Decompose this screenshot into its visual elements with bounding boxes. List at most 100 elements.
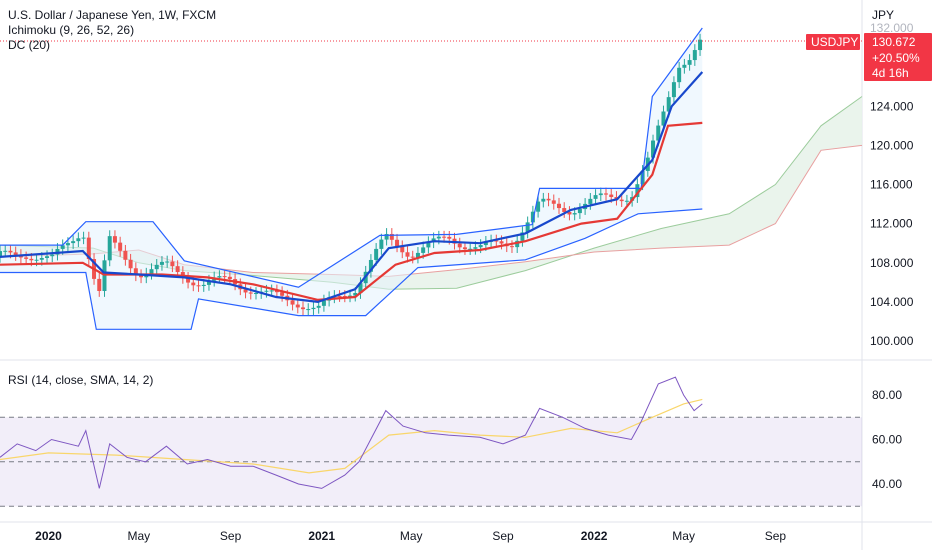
- candle-body: [264, 290, 269, 292]
- candle-body: [196, 285, 201, 287]
- candle-body: [243, 289, 248, 293]
- candle-body: [217, 276, 222, 278]
- rsi-tick-label: 80.00: [872, 388, 902, 402]
- candle-body: [692, 50, 697, 61]
- candle-body: [191, 282, 196, 286]
- candle-body: [206, 280, 211, 285]
- time-tick-label: May: [672, 529, 695, 543]
- candle-body: [123, 250, 128, 260]
- candle-body: [186, 277, 191, 283]
- candle-body: [107, 236, 112, 261]
- candle-body: [671, 82, 676, 98]
- price-tick-label: 120.000: [870, 138, 914, 152]
- candle-body: [379, 239, 384, 249]
- candle-body: [462, 247, 467, 250]
- candle-body: [530, 211, 535, 223]
- donchian-lower: [0, 208, 703, 330]
- candle-body: [290, 300, 295, 305]
- time-tick-label: 2021: [308, 529, 335, 543]
- candle-body: [159, 261, 164, 265]
- candle-body: [71, 241, 76, 244]
- candle-body: [29, 258, 34, 261]
- candle-body: [447, 236, 452, 239]
- candle-body: [227, 276, 232, 280]
- candle-body: [201, 284, 206, 287]
- candle-body: [415, 252, 420, 258]
- candle-body: [337, 295, 342, 297]
- tenkan-line: [0, 71, 704, 304]
- candle-body: [384, 233, 389, 240]
- candle-body: [389, 233, 394, 240]
- candle-body: [525, 222, 530, 233]
- candle-body: [661, 111, 666, 126]
- price-tick-label: 100.000: [870, 334, 914, 348]
- candle-body: [442, 236, 447, 238]
- candle-body: [280, 292, 285, 296]
- price-tag-last: 130.672: [872, 35, 916, 49]
- candle-body: [651, 140, 656, 158]
- rsi-sma-line: [0, 398, 703, 474]
- candle-body: [677, 67, 682, 83]
- candle-body: [468, 248, 473, 250]
- candle-body: [436, 236, 441, 239]
- candle-body: [682, 64, 687, 68]
- candle-body: [348, 295, 353, 297]
- candle-body: [81, 237, 86, 239]
- candle-body: [353, 293, 358, 296]
- candle-body: [253, 293, 258, 295]
- candle-body: [536, 201, 541, 212]
- candle-body: [410, 256, 415, 258]
- candle-body: [635, 184, 640, 198]
- candle-body: [483, 241, 488, 246]
- currency-label: JPY: [872, 8, 895, 22]
- candle-body: [358, 283, 363, 294]
- time-tick-label: 2020: [35, 529, 62, 543]
- candle-body: [598, 193, 603, 196]
- candle-body: [405, 252, 410, 257]
- time-tick-label: May: [127, 529, 150, 543]
- candle-body: [39, 258, 44, 260]
- price-tick-label: 132.000: [870, 21, 914, 35]
- candle-body: [274, 290, 279, 293]
- candle-body: [368, 259, 373, 272]
- candle-body: [86, 237, 91, 260]
- candle-body: [76, 238, 81, 242]
- symbol-tag-box: [806, 34, 860, 50]
- symbol-tag: USDJPY: [811, 35, 858, 49]
- price-tag-countdown: 4d 16h: [872, 66, 909, 80]
- ichimoku-legend[interactable]: Ichimoku (9, 26, 52, 26): [8, 23, 135, 37]
- candle-body: [133, 268, 138, 276]
- candle-body: [556, 203, 561, 209]
- time-tick-label: 2022: [581, 529, 608, 543]
- rsi-legend[interactable]: RSI (14, close, SMA, 14, 2): [8, 373, 154, 387]
- candle-body: [342, 296, 347, 298]
- candle-body: [494, 240, 499, 242]
- candle-body: [374, 248, 379, 260]
- candle-body: [478, 245, 483, 248]
- candle-body: [248, 292, 253, 294]
- time-tick-label: Sep: [492, 529, 514, 543]
- candle-body: [301, 307, 306, 310]
- candle-body: [311, 307, 316, 310]
- candle-body: [3, 250, 8, 252]
- candle-body: [175, 266, 180, 273]
- candle-body: [572, 213, 577, 215]
- candle-body: [154, 264, 159, 270]
- candle-body: [546, 198, 551, 201]
- time-tick-label: May: [400, 529, 423, 543]
- price-tag-change: +20.50%: [872, 51, 920, 65]
- candle-body: [316, 305, 321, 308]
- candle-body: [604, 193, 609, 195]
- donchian-legend[interactable]: DC (20): [8, 38, 51, 52]
- candle-body: [170, 261, 175, 267]
- candle-body: [50, 254, 55, 257]
- candle-body: [60, 245, 65, 249]
- price-tick-label: 104.000: [870, 295, 914, 309]
- candle-body: [149, 269, 154, 274]
- candle-body: [624, 200, 629, 202]
- donchian-fill: [0, 28, 703, 330]
- candle-body: [551, 200, 556, 204]
- candle-body: [222, 276, 227, 278]
